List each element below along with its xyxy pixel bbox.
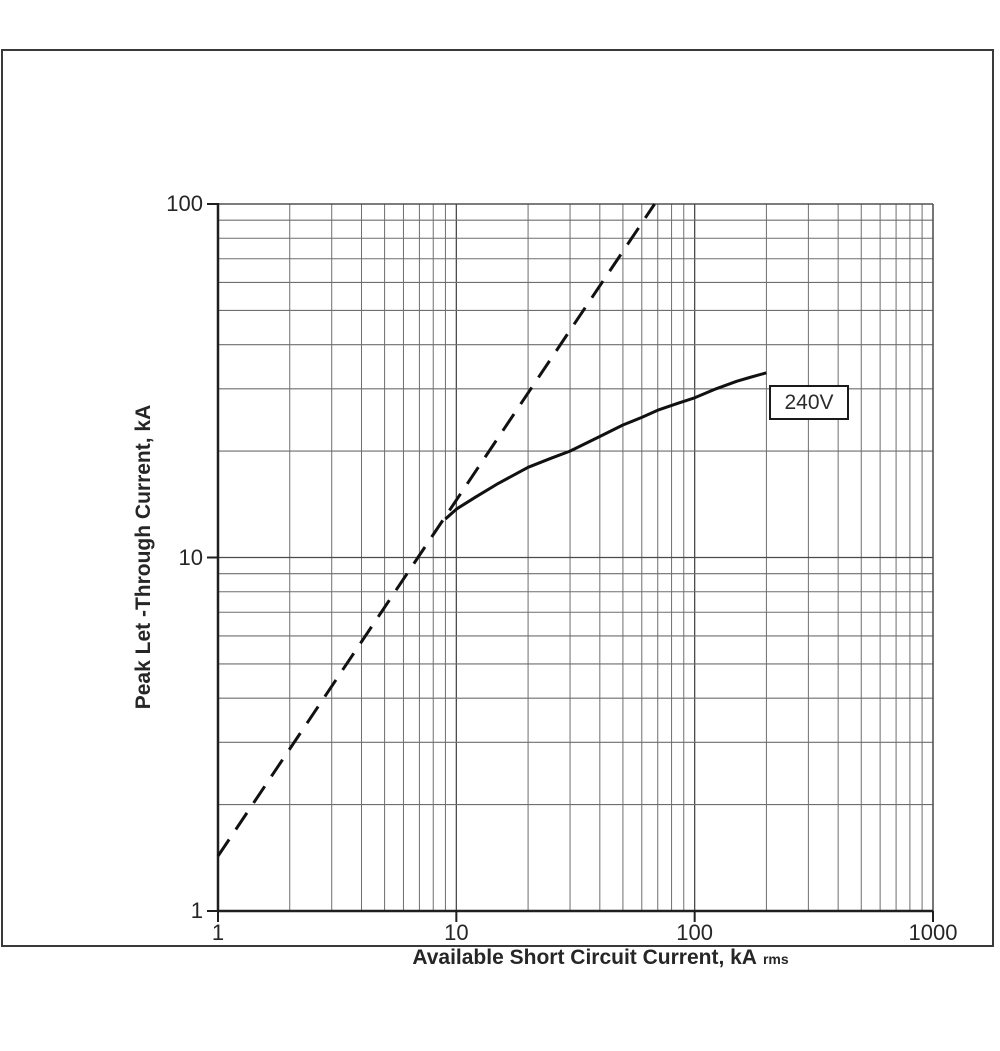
loglog-chart-plot — [207, 203, 934, 922]
y-tick-label: 100 — [166, 191, 203, 216]
chart-frame: 1 10 100 1000 1 10 100 Available Short Circuit… — [1, 49, 994, 969]
x-axis-title-subscript: rms — [762, 951, 789, 967]
x-tick-label: 1 — [211, 920, 225, 945]
y-axis-title: Peak Let -Through Current, kA — [132, 404, 155, 710]
240v-let-through-curve — [444, 371, 767, 521]
x-axis-title: Available Short Circuit Current, kA rms — [243, 946, 958, 970]
curve-label-240v: 240V — [769, 385, 849, 420]
x-tick-label: 100 — [676, 920, 714, 945]
y-tick-label: 10 — [178, 544, 203, 570]
y-tick-label: 1 — [190, 898, 203, 923]
dashed-reference-line — [216, 203, 656, 857]
curve-label-240v-text: 240V — [784, 390, 834, 414]
x-tick-label: 1000 — [908, 920, 958, 945]
x-axis-title-main: Available Short Circuit Current, kA — [412, 946, 757, 969]
x-tick-label: 10 — [444, 920, 469, 945]
